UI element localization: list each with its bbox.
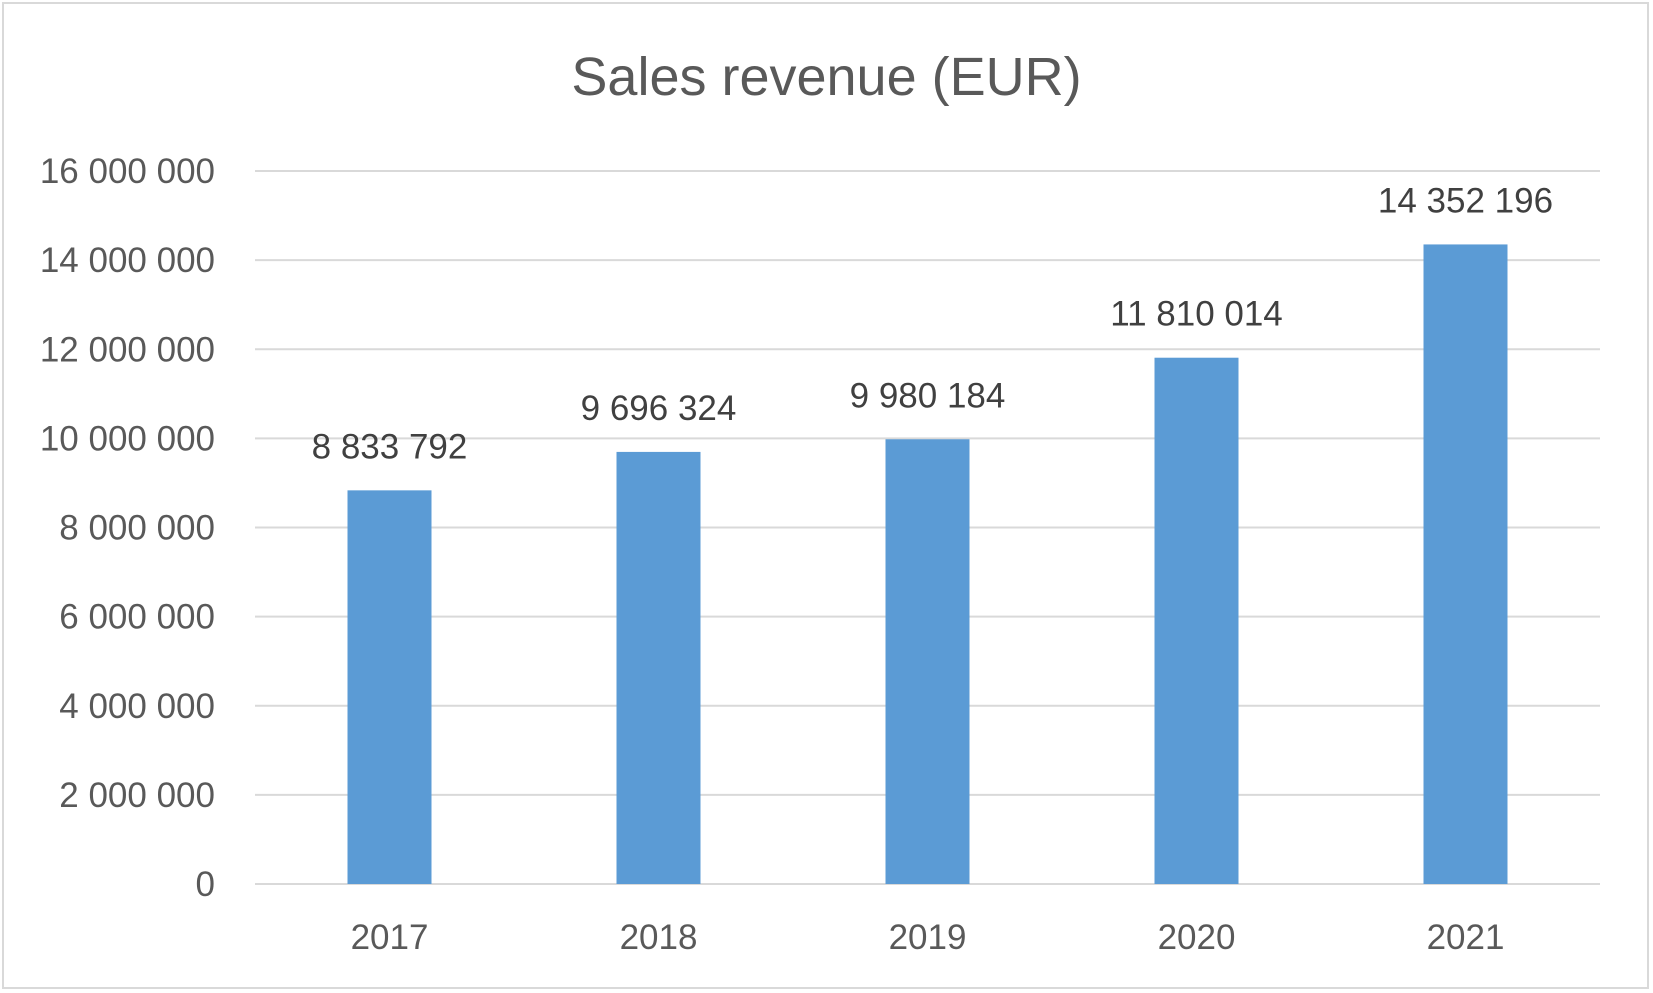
y-tick-label: 6 000 000 (59, 598, 215, 637)
data-label-2017: 8 833 792 (312, 427, 468, 466)
y-tick-label: 8 000 000 (59, 509, 215, 548)
y-axis-ticks: 0 2 000 000 4 000 000 6 000 000 8 000 000 10 … (40, 152, 215, 904)
data-label-2020: 11 810 014 (1110, 295, 1283, 334)
y-tick-label: 2 000 000 (59, 776, 215, 815)
bar-2021 (1423, 244, 1508, 884)
data-label-2021: 14 352 196 (1378, 181, 1553, 220)
bar-2017 (347, 490, 432, 884)
bar-2020 (1154, 357, 1239, 884)
x-tick-label-2020: 2020 (1158, 918, 1236, 957)
y-tick-label: 14 000 000 (40, 241, 215, 280)
x-tick-label-2019: 2019 (889, 918, 967, 957)
y-tick-label: 0 (196, 865, 215, 904)
bar-2018 (616, 451, 701, 884)
x-axis-ticks: 2017 2018 2019 2020 2021 (351, 918, 1505, 957)
data-label-2019: 9 980 184 (850, 376, 1006, 415)
x-tick-label-2021: 2021 (1427, 918, 1505, 957)
y-tick-label: 4 000 000 (59, 687, 215, 726)
data-label-2018: 9 696 324 (581, 389, 737, 428)
chart-title: Sales revenue (EUR) (571, 47, 1082, 107)
y-tick-label: 16 000 000 (40, 152, 215, 191)
x-tick-label-2018: 2018 (620, 918, 698, 957)
bar-2019 (885, 439, 970, 884)
y-tick-label: 10 000 000 (40, 419, 215, 458)
bars (347, 244, 1508, 884)
data-labels: 8 833 792 9 696 324 9 980 184 11 810 014 14 … (312, 181, 1553, 466)
y-tick-label: 12 000 000 (40, 330, 215, 369)
x-tick-label-2017: 2017 (351, 918, 429, 957)
